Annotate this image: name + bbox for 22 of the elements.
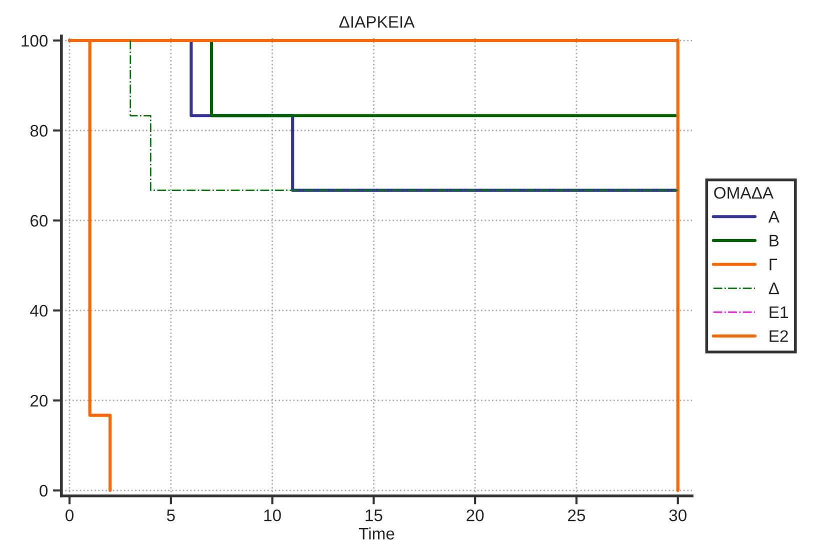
legend-label: Γ (770, 258, 778, 270)
legend-label: Β (770, 234, 779, 246)
x-tick-label: 5 (166, 510, 175, 522)
y-tick-label: 80 (30, 124, 48, 137)
x-tick-label: 20 (466, 509, 484, 522)
legend-label: Α (768, 211, 780, 222)
y-tick-label: 20 (30, 394, 48, 407)
y-tick-label: 60 (30, 214, 48, 227)
legend-label: Ε1 (770, 306, 788, 318)
x-axis-title: Time (358, 527, 394, 540)
legend-label: Δ (768, 282, 779, 294)
x-tick-label: 25 (568, 509, 586, 522)
x-tick-label: 15 (366, 510, 382, 522)
x-tick-label: 30 (669, 509, 686, 522)
x-tick-label: 0 (66, 509, 74, 522)
y-tick-label: 100 (22, 34, 48, 47)
y-tick-label: 0 (40, 484, 48, 497)
legend-label: Ε2 (770, 330, 788, 342)
x-tick-label: 10 (264, 509, 281, 522)
legend-title: ΟΜΑΔΑ (714, 186, 774, 199)
y-tick-label: 40 (30, 304, 48, 317)
chart-title: ΔΙΑΡΚΕΙΑ (339, 16, 415, 28)
